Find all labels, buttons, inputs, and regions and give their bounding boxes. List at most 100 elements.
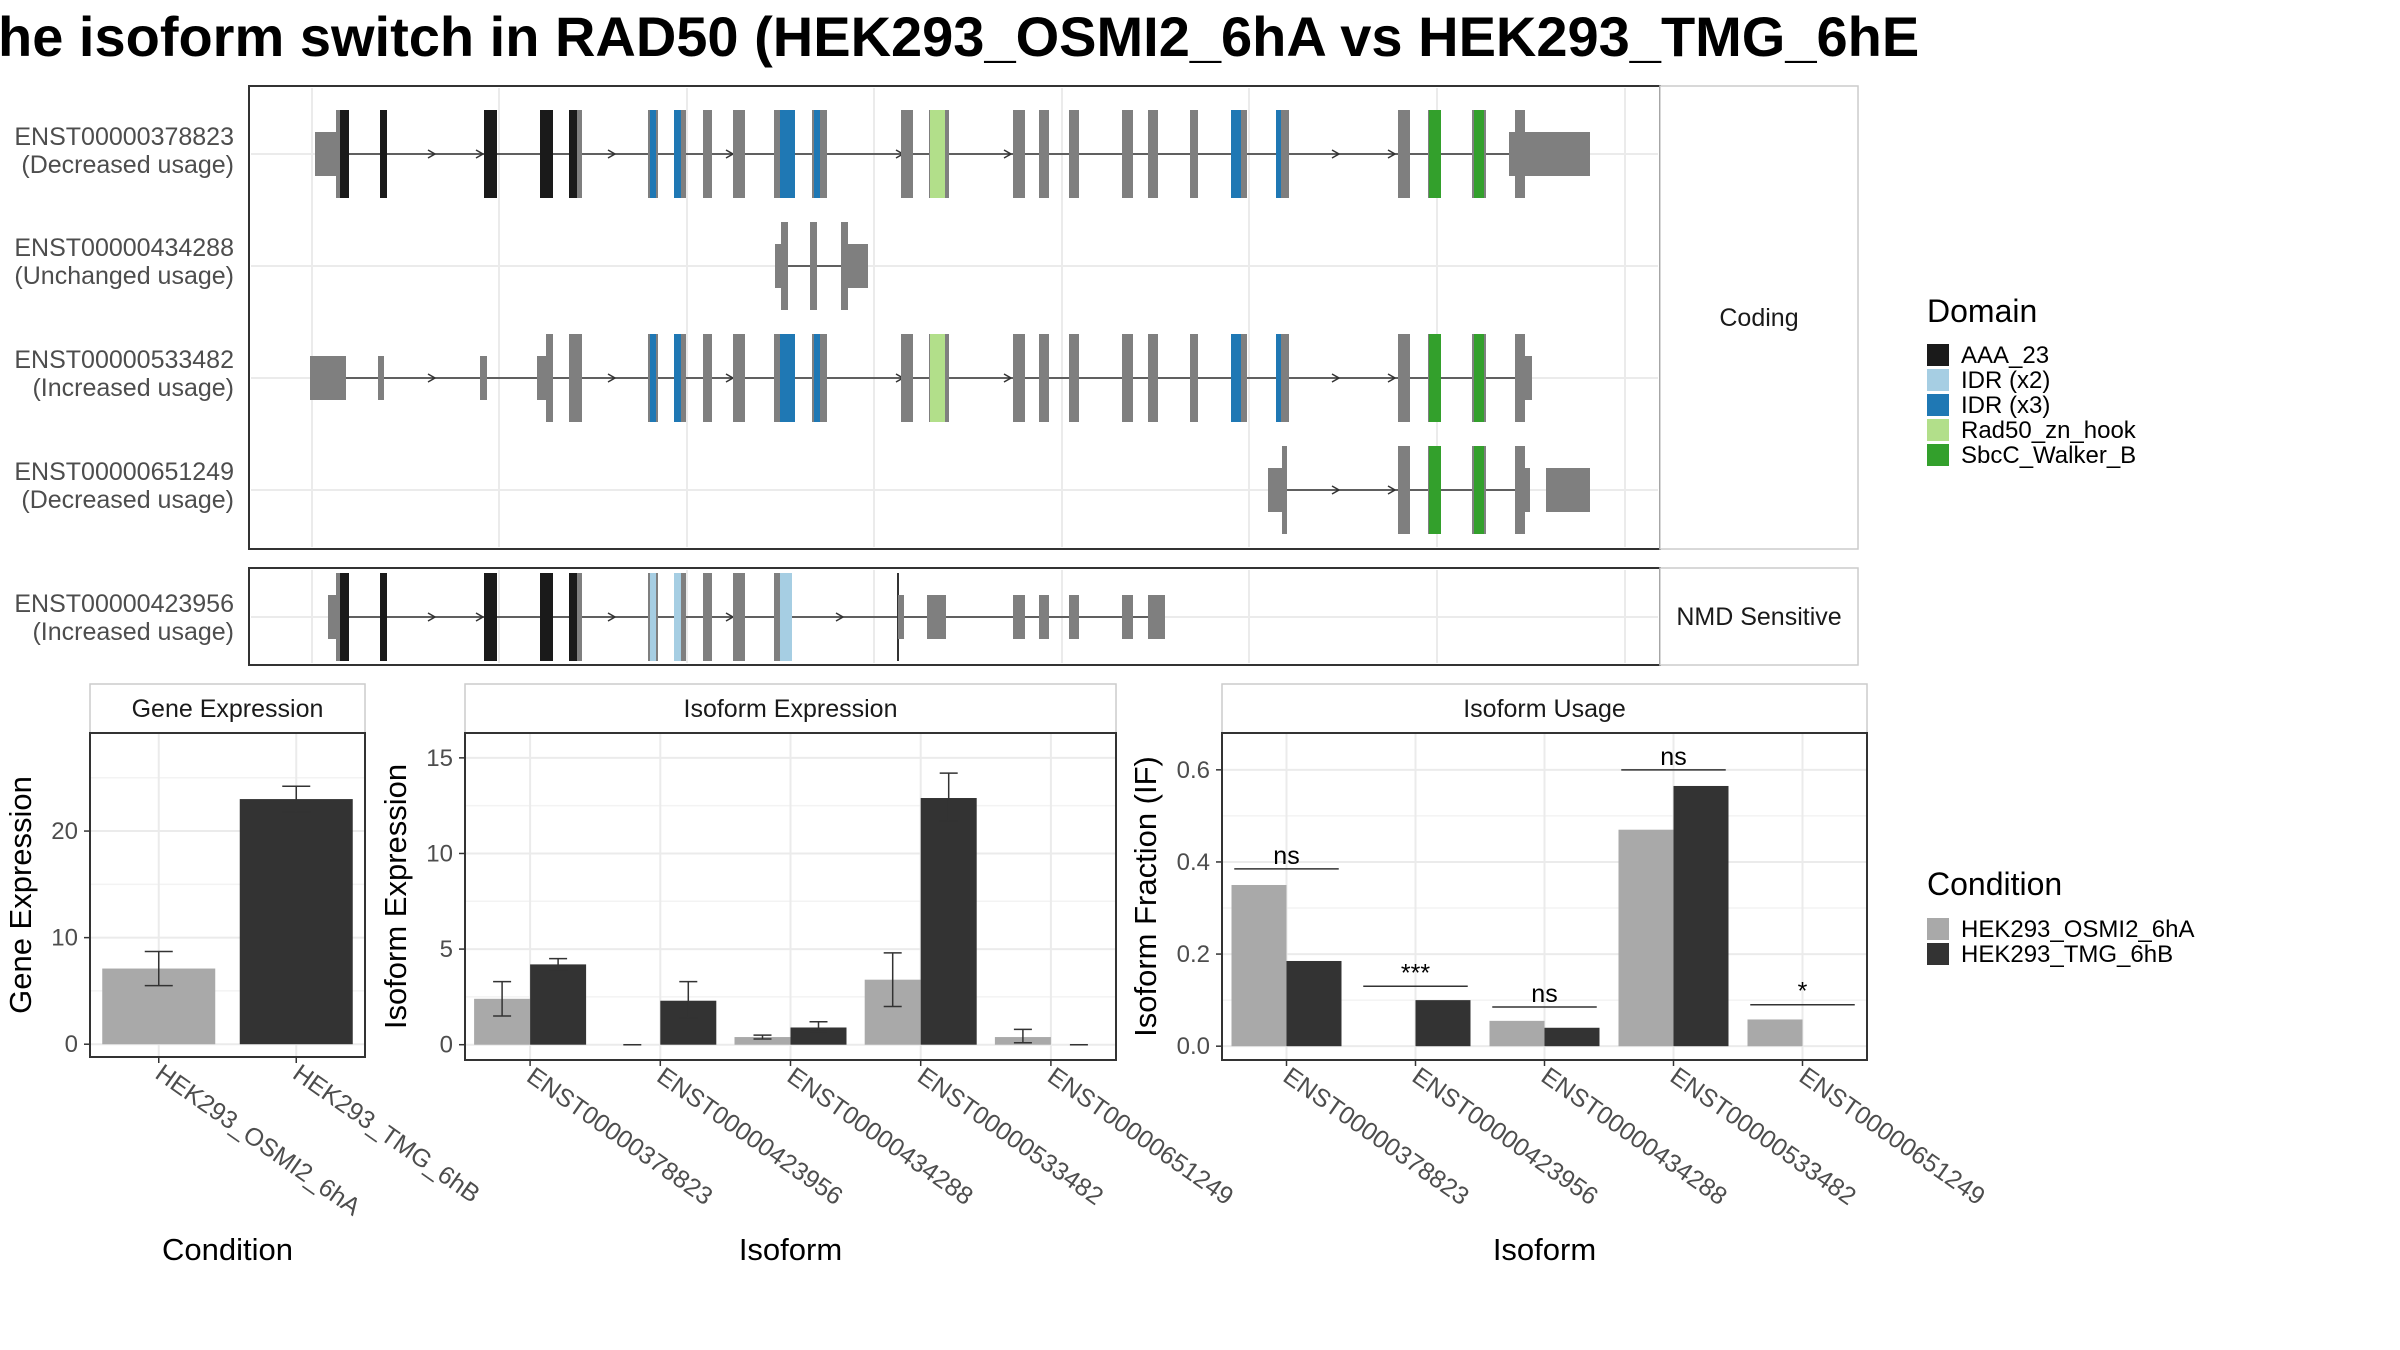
domain-segment xyxy=(650,110,656,198)
exon xyxy=(336,110,340,198)
bar xyxy=(1415,1000,1471,1047)
panel-strip xyxy=(1221,683,1868,734)
domain-legend-title: Domain xyxy=(1927,293,2037,329)
strand-arrow xyxy=(607,612,617,622)
domain-segment xyxy=(650,573,656,661)
legend-key xyxy=(1927,444,1949,466)
exon xyxy=(1039,595,1049,639)
strand-arrow xyxy=(1331,373,1341,383)
exon xyxy=(898,595,904,639)
legend-label: SbcC_Walker_B xyxy=(1961,442,2136,469)
legend-label: AAA_23 xyxy=(1961,342,2049,369)
domain-segment xyxy=(1276,334,1281,422)
strand-arrow xyxy=(475,612,485,622)
domain-segment xyxy=(780,334,795,422)
strand-arrow xyxy=(427,612,437,622)
transcript-models xyxy=(310,110,1590,661)
domain-segment xyxy=(484,110,497,198)
domain-segment xyxy=(780,573,792,661)
coding-strip xyxy=(1659,85,1859,550)
exon xyxy=(703,110,712,198)
transcript-usage-label: (Increased usage) xyxy=(32,374,234,402)
y-tick-label: 20 xyxy=(51,818,78,845)
domain-segment xyxy=(814,334,820,422)
strand-arrow xyxy=(1387,373,1397,383)
domain-segment xyxy=(1231,334,1241,422)
y-tick-label: 5 xyxy=(440,936,453,963)
panel-title: Isoform Expression xyxy=(684,695,898,723)
error-bar xyxy=(493,980,512,1017)
condition-legend-title: Condition xyxy=(1927,866,2062,902)
domain-segment xyxy=(340,110,349,198)
domain-segment xyxy=(1429,446,1441,534)
legend-key xyxy=(1927,369,1949,391)
strand-arrow xyxy=(1387,149,1397,159)
domain-segment xyxy=(1474,334,1484,422)
bar xyxy=(734,1037,791,1045)
domain-segment xyxy=(1231,110,1241,198)
exon xyxy=(703,573,712,661)
domain-segment xyxy=(569,573,577,661)
transcript-id-label: ENST00000434288 xyxy=(14,234,234,262)
legend-key xyxy=(1927,344,1949,366)
error-bar xyxy=(679,980,698,1019)
exon xyxy=(1069,595,1079,639)
error-bar xyxy=(753,1034,772,1040)
transcript-id-label: ENST00000378823 xyxy=(14,123,234,151)
strand-arrow xyxy=(607,373,617,383)
significance-label: ns xyxy=(1273,842,1299,870)
bar xyxy=(530,964,587,1045)
legend-label: IDR (x2) xyxy=(1961,367,2050,394)
domain-segment xyxy=(1429,110,1441,198)
exon xyxy=(1398,110,1410,198)
domain-segment xyxy=(650,334,656,422)
strand-arrow xyxy=(1003,373,1013,383)
exon xyxy=(1282,446,1287,534)
panel-strip xyxy=(89,683,366,734)
domain-segment xyxy=(484,573,497,661)
y-tick-label: 0.2 xyxy=(1177,941,1210,968)
domain-segment xyxy=(674,334,681,422)
exon xyxy=(1398,446,1410,534)
exon xyxy=(1122,110,1133,198)
isoform-expression-chart: Isoform Expression051015ENST00000378823E… xyxy=(378,683,1238,1267)
x-axis-title: Isoform xyxy=(1493,1232,1596,1267)
legend-key xyxy=(1927,918,1949,940)
strand-arrow xyxy=(1003,149,1013,159)
domain-segment xyxy=(569,110,577,198)
bar xyxy=(1747,1019,1803,1047)
bar xyxy=(790,1027,847,1045)
y-tick-label: 10 xyxy=(426,840,453,867)
strand-arrow xyxy=(1331,149,1341,159)
legend-label: Rad50_zn_hook xyxy=(1961,417,2137,444)
bar xyxy=(1618,829,1674,1047)
legend-label: IDR (x3) xyxy=(1961,392,2050,419)
error-bar xyxy=(549,957,568,971)
x-axis-title: Isoform xyxy=(739,1232,842,1267)
panel-border xyxy=(89,732,366,1058)
transcript-id-label: ENST00000423956 xyxy=(14,590,234,618)
y-tick-label: 0.0 xyxy=(1177,1033,1210,1060)
domain-segment xyxy=(540,110,553,198)
error-bar xyxy=(282,785,311,813)
utr-segment xyxy=(328,595,336,639)
utr-segment xyxy=(1525,468,1530,512)
exon xyxy=(901,334,913,422)
exon xyxy=(537,356,546,400)
nmd-strip-label: NMD Sensitive xyxy=(1676,603,1841,631)
error-bar xyxy=(809,1021,828,1033)
exon xyxy=(781,222,788,310)
y-tick-label: 0 xyxy=(65,1031,78,1058)
domain-segment xyxy=(340,573,349,661)
y-axis-title: Isoform Expression xyxy=(378,764,413,1029)
transcript-usage-label: (Decreased usage) xyxy=(21,486,234,514)
exon xyxy=(1122,334,1133,422)
exon xyxy=(733,110,745,198)
exon xyxy=(569,334,582,422)
significance-label: ns xyxy=(1660,743,1686,771)
exon xyxy=(1148,334,1158,422)
domain-segment xyxy=(380,573,387,661)
